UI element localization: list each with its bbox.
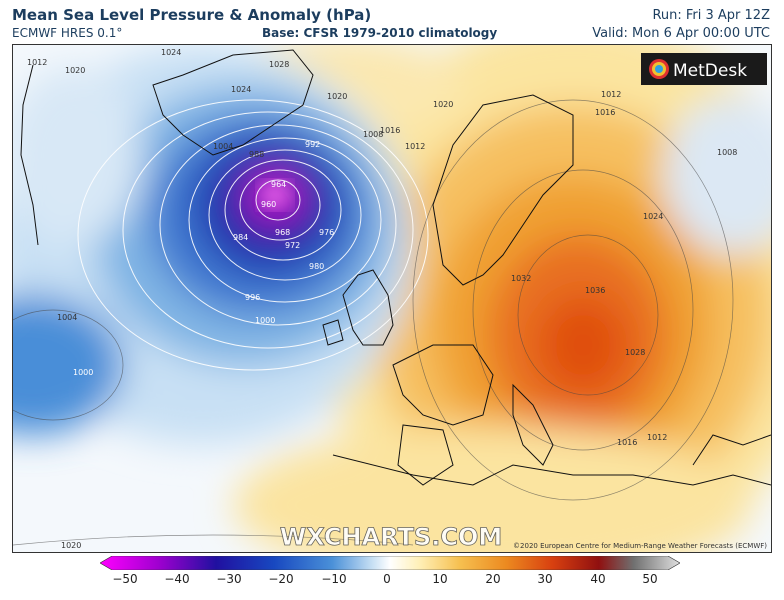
low-isobars <box>77 99 429 371</box>
isobar-label: 988 <box>249 150 264 159</box>
isobar-labels: 1012 1020 1024 1028 1024 1020 1020 1016 … <box>27 48 737 550</box>
metdesk-logo: MetDesk <box>641 53 767 85</box>
isobar-label: 1020 <box>65 66 85 75</box>
isobar-label: 1000 <box>73 368 93 377</box>
isobar-label: 1004 <box>57 313 77 322</box>
map-canvas: 1012 1020 1024 1028 1024 1020 1020 1016 … <box>13 45 771 552</box>
coastlines <box>20 49 771 486</box>
isobar-label: 1012 <box>601 90 621 99</box>
colorbar-tick: 0 <box>383 572 391 586</box>
isobar-label: 984 <box>233 233 248 242</box>
colorbar-tick: −20 <box>268 572 294 586</box>
isobar-label: 1020 <box>433 100 453 109</box>
isobar-label: 1012 <box>27 58 47 67</box>
isobar-label: 1008 <box>717 148 737 157</box>
isobar-label: 1016 <box>595 108 615 117</box>
colorbar-tick: −30 <box>216 572 242 586</box>
isobar-label: 980 <box>309 262 324 271</box>
watermark: WXCHARTS.COM <box>280 523 502 551</box>
isobar-label: 992 <box>305 140 320 149</box>
isobar-label: 1024 <box>161 48 181 57</box>
colorbar-tick: 20 <box>485 572 501 586</box>
high-isobars <box>13 99 734 546</box>
isobar-label: 1020 <box>327 92 347 101</box>
colorbar-ticks: −50 −40 −30 −20 −10 0 10 20 30 40 50 <box>0 572 784 592</box>
isobar-label: 1000 <box>255 316 275 325</box>
isobar-label: 1028 <box>269 60 289 69</box>
isobar-label: 1008 <box>363 130 383 139</box>
isobar-label: 1016 <box>380 126 400 135</box>
isobar-label: 968 <box>275 228 290 237</box>
isobar-label: 1028 <box>625 348 645 357</box>
isobar-label: 960 <box>261 200 276 209</box>
logo-text: MetDesk <box>673 61 747 81</box>
isobar-label: 1020 <box>61 541 81 550</box>
isobar-label: 1036 <box>585 286 605 295</box>
colorbar-tick: 10 <box>432 572 448 586</box>
copyright: ©2020 European Centre for Medium-Range W… <box>513 542 767 550</box>
isobar-label: 1032 <box>511 274 531 283</box>
climatology-base: Base: CFSR 1979-2010 climatology <box>262 26 498 40</box>
model-name: ECMWF HRES 0.1° <box>12 26 123 40</box>
isobar-label: 1024 <box>643 212 663 221</box>
isobar-label: 1012 <box>647 433 667 442</box>
isobar-label: 1016 <box>617 438 637 447</box>
colorbar-tick: −50 <box>112 572 138 586</box>
isobar-label: 976 <box>319 228 334 237</box>
colorbar <box>100 556 680 570</box>
colorbar-tick: 30 <box>537 572 553 586</box>
colorbar-tick: −40 <box>164 572 190 586</box>
isobar-label: 1012 <box>405 142 425 151</box>
isobar-label: 996 <box>245 293 260 302</box>
colorbar-tick: −10 <box>321 572 347 586</box>
run-time: Run: Fri 3 Apr 12Z <box>652 8 770 23</box>
pressure-anomaly-map: 1012 1020 1024 1028 1024 1020 1020 1016 … <box>12 44 772 553</box>
anomaly-field <box>13 45 771 552</box>
colorbar-tick: 50 <box>642 572 658 586</box>
chart-header: Mean Sea Level Pressure & Anomaly (hPa) … <box>0 0 784 44</box>
isobar-label: 964 <box>271 180 286 189</box>
colorbar-tick: 40 <box>590 572 606 586</box>
valid-time: Valid: Mon 6 Apr 00:00 UTC <box>592 26 770 41</box>
isobar-label: 1024 <box>231 85 251 94</box>
isobar-label: 1004 <box>213 142 233 151</box>
chart-title: Mean Sea Level Pressure & Anomaly (hPa) <box>12 6 372 24</box>
isobar-label: 972 <box>285 241 300 250</box>
